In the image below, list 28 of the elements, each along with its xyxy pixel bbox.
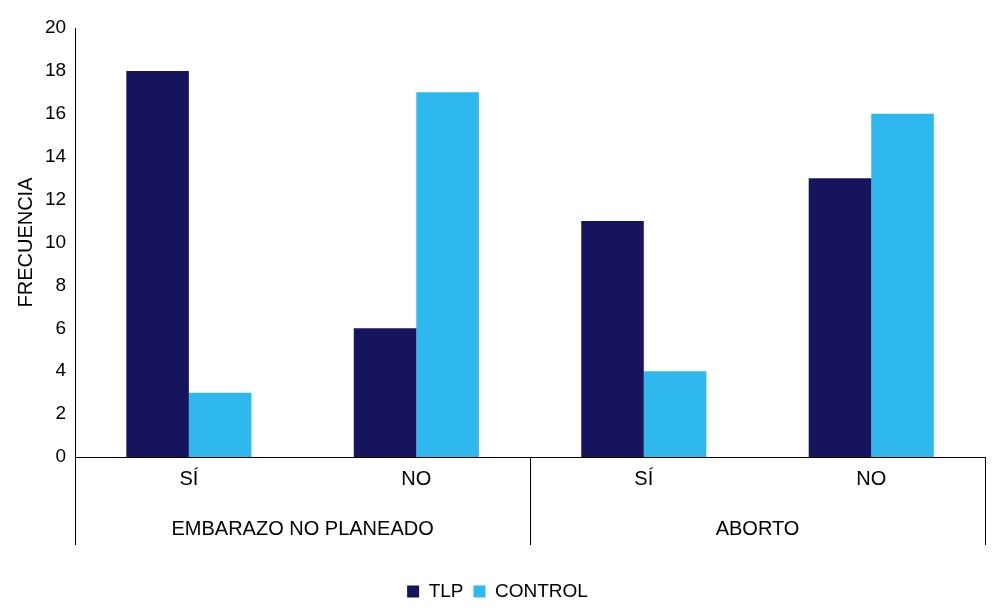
y-axis-title: FRECUENCIA	[13, 176, 36, 308]
bar	[643, 371, 707, 457]
y-tick-label: 0	[55, 445, 67, 467]
y-tick-label: 20	[44, 16, 67, 38]
bar	[353, 328, 417, 457]
text: ABORTO	[715, 516, 800, 539]
y-tick-label: 4	[55, 359, 67, 381]
bar	[581, 221, 644, 457]
x-tick-label: SÍ	[634, 466, 654, 489]
bar	[871, 113, 934, 457]
x-tick-label: NO	[856, 466, 887, 489]
y-tick-label: 18	[44, 59, 67, 81]
bar	[416, 92, 479, 457]
y-tick-label: 6	[55, 316, 67, 338]
bar	[808, 178, 872, 457]
text: EMBARAZO NO PLANEADO	[171, 516, 434, 539]
bar	[188, 392, 252, 457]
y-tick-label: 16	[44, 102, 67, 124]
y-tick-label: 2	[55, 402, 67, 424]
y-tick-label: 12	[44, 187, 67, 209]
legend-label: TLP	[428, 579, 464, 601]
legend-label: CONTROL	[494, 579, 588, 601]
y-tick-label: 14	[44, 144, 67, 166]
bar	[126, 70, 189, 457]
y-tick-label: 8	[55, 273, 67, 295]
x-tick-label: NO	[401, 466, 432, 489]
x-tick-label: SÍ	[179, 466, 199, 489]
y-tick-label: 10	[44, 230, 67, 252]
